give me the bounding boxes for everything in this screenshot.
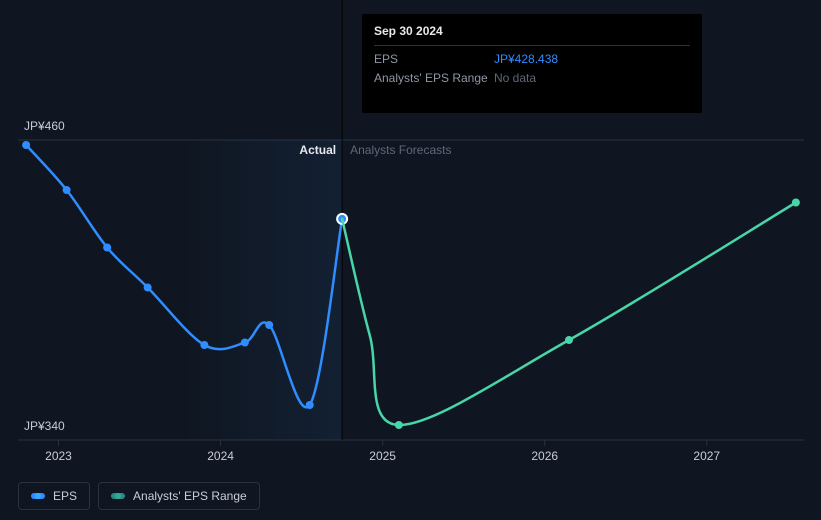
legend-item-1[interactable]: Analysts' EPS Range [98, 482, 260, 510]
x-axis-label: 2024 [207, 449, 234, 463]
eps-forecast-point [565, 336, 573, 344]
eps-actual-point [200, 341, 208, 349]
tooltip: Sep 30 2024 EPS JP¥428.438 Analysts' EPS… [362, 14, 702, 113]
tooltip-label-range: Analysts' EPS Range [374, 69, 494, 88]
legend-swatch-icon [111, 493, 125, 499]
eps-actual-point [306, 401, 314, 409]
legend-label: Analysts' EPS Range [133, 489, 247, 503]
region-label-actual: Actual [299, 143, 336, 157]
x-axis-label: 2025 [369, 449, 396, 463]
eps-actual-point [241, 339, 249, 347]
tooltip-value-range: No data [494, 69, 536, 88]
eps-forecast-point [792, 199, 800, 207]
y-axis-label: JP¥340 [24, 419, 65, 433]
legend-swatch-icon [31, 493, 45, 499]
region-label-forecast: Analysts Forecasts [350, 143, 451, 157]
eps-actual-point [63, 186, 71, 194]
eps-forecast-point [395, 421, 403, 429]
eps-actual-point [265, 321, 273, 329]
legend: EPS Analysts' EPS Range [18, 482, 260, 510]
eps-actual-point [103, 244, 111, 252]
x-axis-label: 2027 [693, 449, 720, 463]
chart-container: JP¥460 JP¥340 Actual Analysts Forecasts 2023… [0, 0, 821, 520]
tooltip-label-eps: EPS [374, 50, 494, 69]
x-axis-label: 2023 [45, 449, 72, 463]
tooltip-value-eps: JP¥428.438 [494, 50, 558, 69]
eps-actual-point [22, 141, 30, 149]
y-axis-label: JP¥460 [24, 119, 65, 133]
tooltip-date: Sep 30 2024 [374, 22, 690, 46]
tooltip-row-eps: EPS JP¥428.438 [374, 50, 690, 69]
legend-item-0[interactable]: EPS [18, 482, 90, 510]
eps-actual-point [144, 284, 152, 292]
legend-label: EPS [53, 489, 77, 503]
tooltip-row-range: Analysts' EPS Range No data [374, 69, 690, 88]
x-axis-label: 2026 [531, 449, 558, 463]
